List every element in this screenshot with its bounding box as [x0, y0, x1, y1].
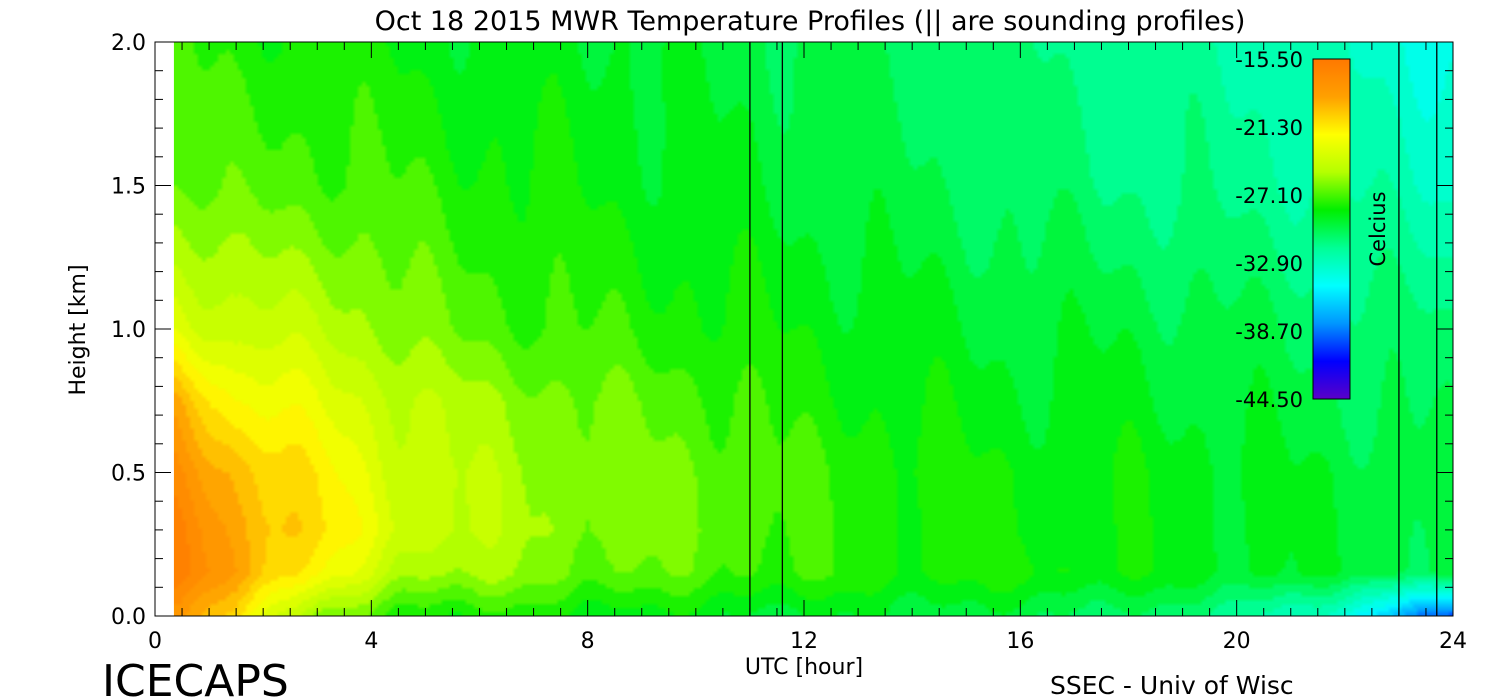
colorbar-label: Celcius	[1366, 191, 1390, 266]
x-tick-label: 0	[148, 629, 162, 654]
y-tick-label: 0.0	[111, 605, 146, 630]
x-axis-label: UTC [hour]	[745, 655, 863, 680]
y-axis: 0.0 0.5 1.0 1.5 2.0	[111, 31, 1453, 630]
y-tick-label: 1.5	[111, 175, 146, 200]
colorbar-tick-label: -15.50	[1235, 48, 1303, 72]
colorbar-tick-label: -44.50	[1235, 388, 1303, 412]
colorbar-tick-label: -21.30	[1235, 116, 1303, 140]
colorbar-tick-label: -38.70	[1235, 320, 1303, 344]
x-tick-label: 8	[581, 629, 595, 654]
x-tick-label: 12	[790, 629, 818, 654]
colorbar-tick-label: -27.10	[1235, 184, 1303, 208]
x-axis: 0 4 8 12 16 20 24	[148, 42, 1467, 654]
colorbar: -15.50 -21.30 -27.10 -32.90 -38.70 -44.50 Cel…	[1235, 48, 1390, 412]
colorbar-tick-label: -32.90	[1235, 252, 1303, 276]
x-tick-label: 24	[1439, 629, 1467, 654]
heatmap-layer	[155, 42, 1453, 616]
footer-left-logo: ICECAPS	[102, 656, 289, 700]
chart-title: Oct 18 2015 MWR Temperature Profiles (||…	[375, 6, 1246, 37]
x-tick-label: 4	[364, 629, 378, 654]
colorbar-ticks: -15.50 -21.30 -27.10 -32.90 -38.70 -44.50	[1235, 48, 1303, 412]
colorbar-gradient	[1312, 58, 1351, 400]
x-tick-label: 16	[1006, 629, 1034, 654]
sounding-lines	[749, 42, 1438, 616]
y-axis-label: Height [km]	[66, 264, 91, 395]
x-tick-label: 20	[1223, 629, 1251, 654]
footer-right-credit: SSEC - Univ of Wisc	[1050, 671, 1294, 700]
y-tick-label: 2.0	[111, 31, 146, 56]
temperature-heatmap	[173, 42, 1453, 616]
y-tick-label: 0.5	[111, 462, 146, 487]
y-tick-label: 1.0	[111, 318, 146, 343]
